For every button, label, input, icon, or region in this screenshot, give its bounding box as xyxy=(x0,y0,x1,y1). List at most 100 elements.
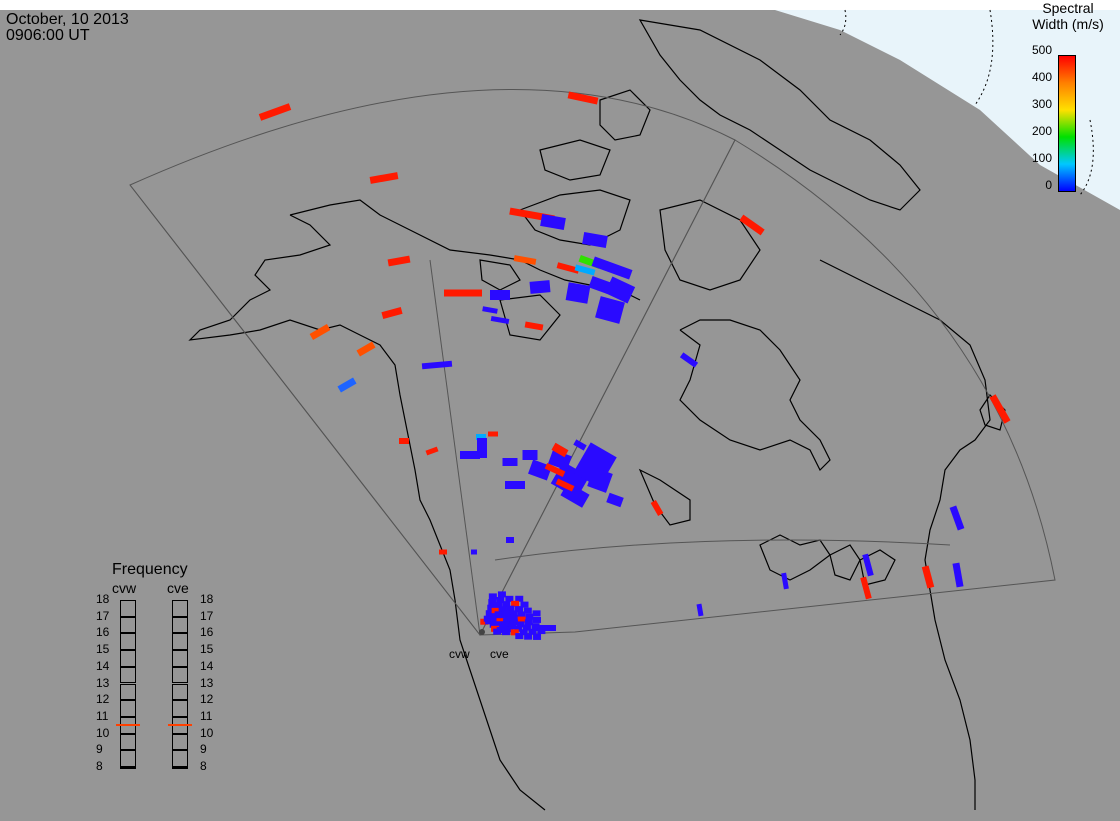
scatter-cell xyxy=(952,562,964,588)
scatter-cell xyxy=(862,553,874,577)
scatter-cell xyxy=(588,275,612,295)
scatter-cell xyxy=(501,610,510,617)
frequency-cell xyxy=(120,683,136,701)
scatter-cell xyxy=(595,296,625,324)
scatter-cell xyxy=(582,232,608,248)
scatter-cell xyxy=(490,290,510,300)
frequency-tick-right: 8 xyxy=(200,759,207,773)
radar-label-cve: cve xyxy=(490,647,509,661)
scatter-cell xyxy=(399,438,409,444)
scatter-cell xyxy=(491,607,500,614)
frequency-tick-right: 9 xyxy=(200,742,207,757)
radar-site-cvw xyxy=(479,629,485,635)
scatter-cell xyxy=(514,625,523,632)
scatter-cell xyxy=(356,341,376,357)
frequency-cell xyxy=(172,616,188,634)
scatter-cell xyxy=(309,323,331,341)
frequency-tick-right: 10 xyxy=(200,725,214,740)
scatter-cell xyxy=(506,605,515,612)
scatter-cell xyxy=(425,446,439,456)
scatter-cell xyxy=(439,549,447,555)
scatter-cell xyxy=(573,442,617,488)
scatter-cell xyxy=(528,628,537,635)
frequency-tick-right: 15 xyxy=(200,642,214,657)
scatter-cell xyxy=(536,625,556,631)
scatter-cell xyxy=(517,611,526,618)
frequency-cell xyxy=(172,733,188,751)
scatter-cell xyxy=(496,596,505,603)
frequency-tick-left: 11 xyxy=(96,708,109,723)
scatter-cell xyxy=(505,595,514,602)
scatter-cell xyxy=(480,618,489,625)
scatter-cell xyxy=(488,613,497,620)
frequency-tick-right: 11 xyxy=(200,708,213,723)
scatter-cell xyxy=(502,458,518,466)
colorbar-title-line1: Spectral xyxy=(1042,0,1094,16)
scatter-cell xyxy=(496,618,505,625)
frequency-indicator-cvw xyxy=(116,723,140,726)
scatter-cell xyxy=(540,214,566,230)
frequency-tick-left: 10 xyxy=(96,725,110,740)
scatter-cell xyxy=(508,623,517,630)
scatter-cell xyxy=(606,492,624,508)
scatter-cell xyxy=(522,624,531,631)
frequency-tick-left: 12 xyxy=(96,692,110,707)
backscatter-cells xyxy=(258,91,1011,640)
scatter-cell xyxy=(524,321,544,331)
scatter-cell xyxy=(509,619,518,626)
frequency-tick-left: 18 xyxy=(96,592,110,606)
scatter-cell xyxy=(489,621,498,628)
frequency-cell xyxy=(172,600,188,617)
colorbar xyxy=(1058,55,1076,192)
scatter-cell xyxy=(444,289,482,297)
scatter-cell xyxy=(650,500,664,516)
scatter-cell xyxy=(421,360,453,370)
frequency-cell xyxy=(120,650,136,667)
scatter-cell xyxy=(494,611,503,618)
frequency-cell xyxy=(172,683,188,701)
frequency-tick-left: 14 xyxy=(96,658,110,673)
scatter-cell xyxy=(525,613,534,620)
scatter-cell xyxy=(497,591,506,598)
scatter-cell xyxy=(989,394,1011,424)
scatter-cell xyxy=(604,276,636,304)
frequency-cell xyxy=(120,633,136,651)
scatter-cell xyxy=(556,262,580,274)
scatter-cell xyxy=(477,438,487,458)
colorbar-tick: 200 xyxy=(1031,124,1052,138)
scatter-cell xyxy=(515,633,524,640)
frequency-cell xyxy=(120,616,136,634)
scatter-cell xyxy=(460,451,480,459)
scatter-cell xyxy=(524,633,533,640)
scatter-cell xyxy=(493,628,502,635)
scatter-cell xyxy=(523,607,532,614)
frequency-cell xyxy=(172,750,188,767)
scatter-cell xyxy=(517,616,526,623)
frequency-column-cve: cve xyxy=(167,580,189,596)
colorbar-title-line2: Width (m/s) xyxy=(1032,16,1104,32)
scatter-cell xyxy=(387,255,411,267)
scatter-cell xyxy=(696,603,704,617)
colorbar-tick: 300 xyxy=(1031,97,1052,111)
scatter-cell xyxy=(369,172,399,184)
frequency-tick-left: 16 xyxy=(96,625,110,640)
scatter-cell xyxy=(496,614,505,621)
scatter-cell xyxy=(573,439,587,451)
scatter-cell xyxy=(494,602,503,609)
frequency-cell xyxy=(172,666,188,684)
scatter-cell xyxy=(381,307,403,319)
scatter-cell xyxy=(949,505,965,531)
frequency-tick-right: 13 xyxy=(200,675,214,690)
scatter-cell xyxy=(528,459,552,481)
date-label: October, 10 2013 xyxy=(6,11,129,28)
colorbar-tick: 100 xyxy=(1031,151,1052,165)
frequency-tick-left: 8 xyxy=(96,759,103,773)
scatter-cell xyxy=(509,610,518,617)
scatter-cell xyxy=(487,604,496,611)
scatter-cell xyxy=(488,599,497,606)
frequency-tick-right: 12 xyxy=(200,692,214,707)
scatter-cell xyxy=(510,614,519,621)
scatter-cell xyxy=(506,537,514,543)
scatter-cell xyxy=(515,595,524,602)
